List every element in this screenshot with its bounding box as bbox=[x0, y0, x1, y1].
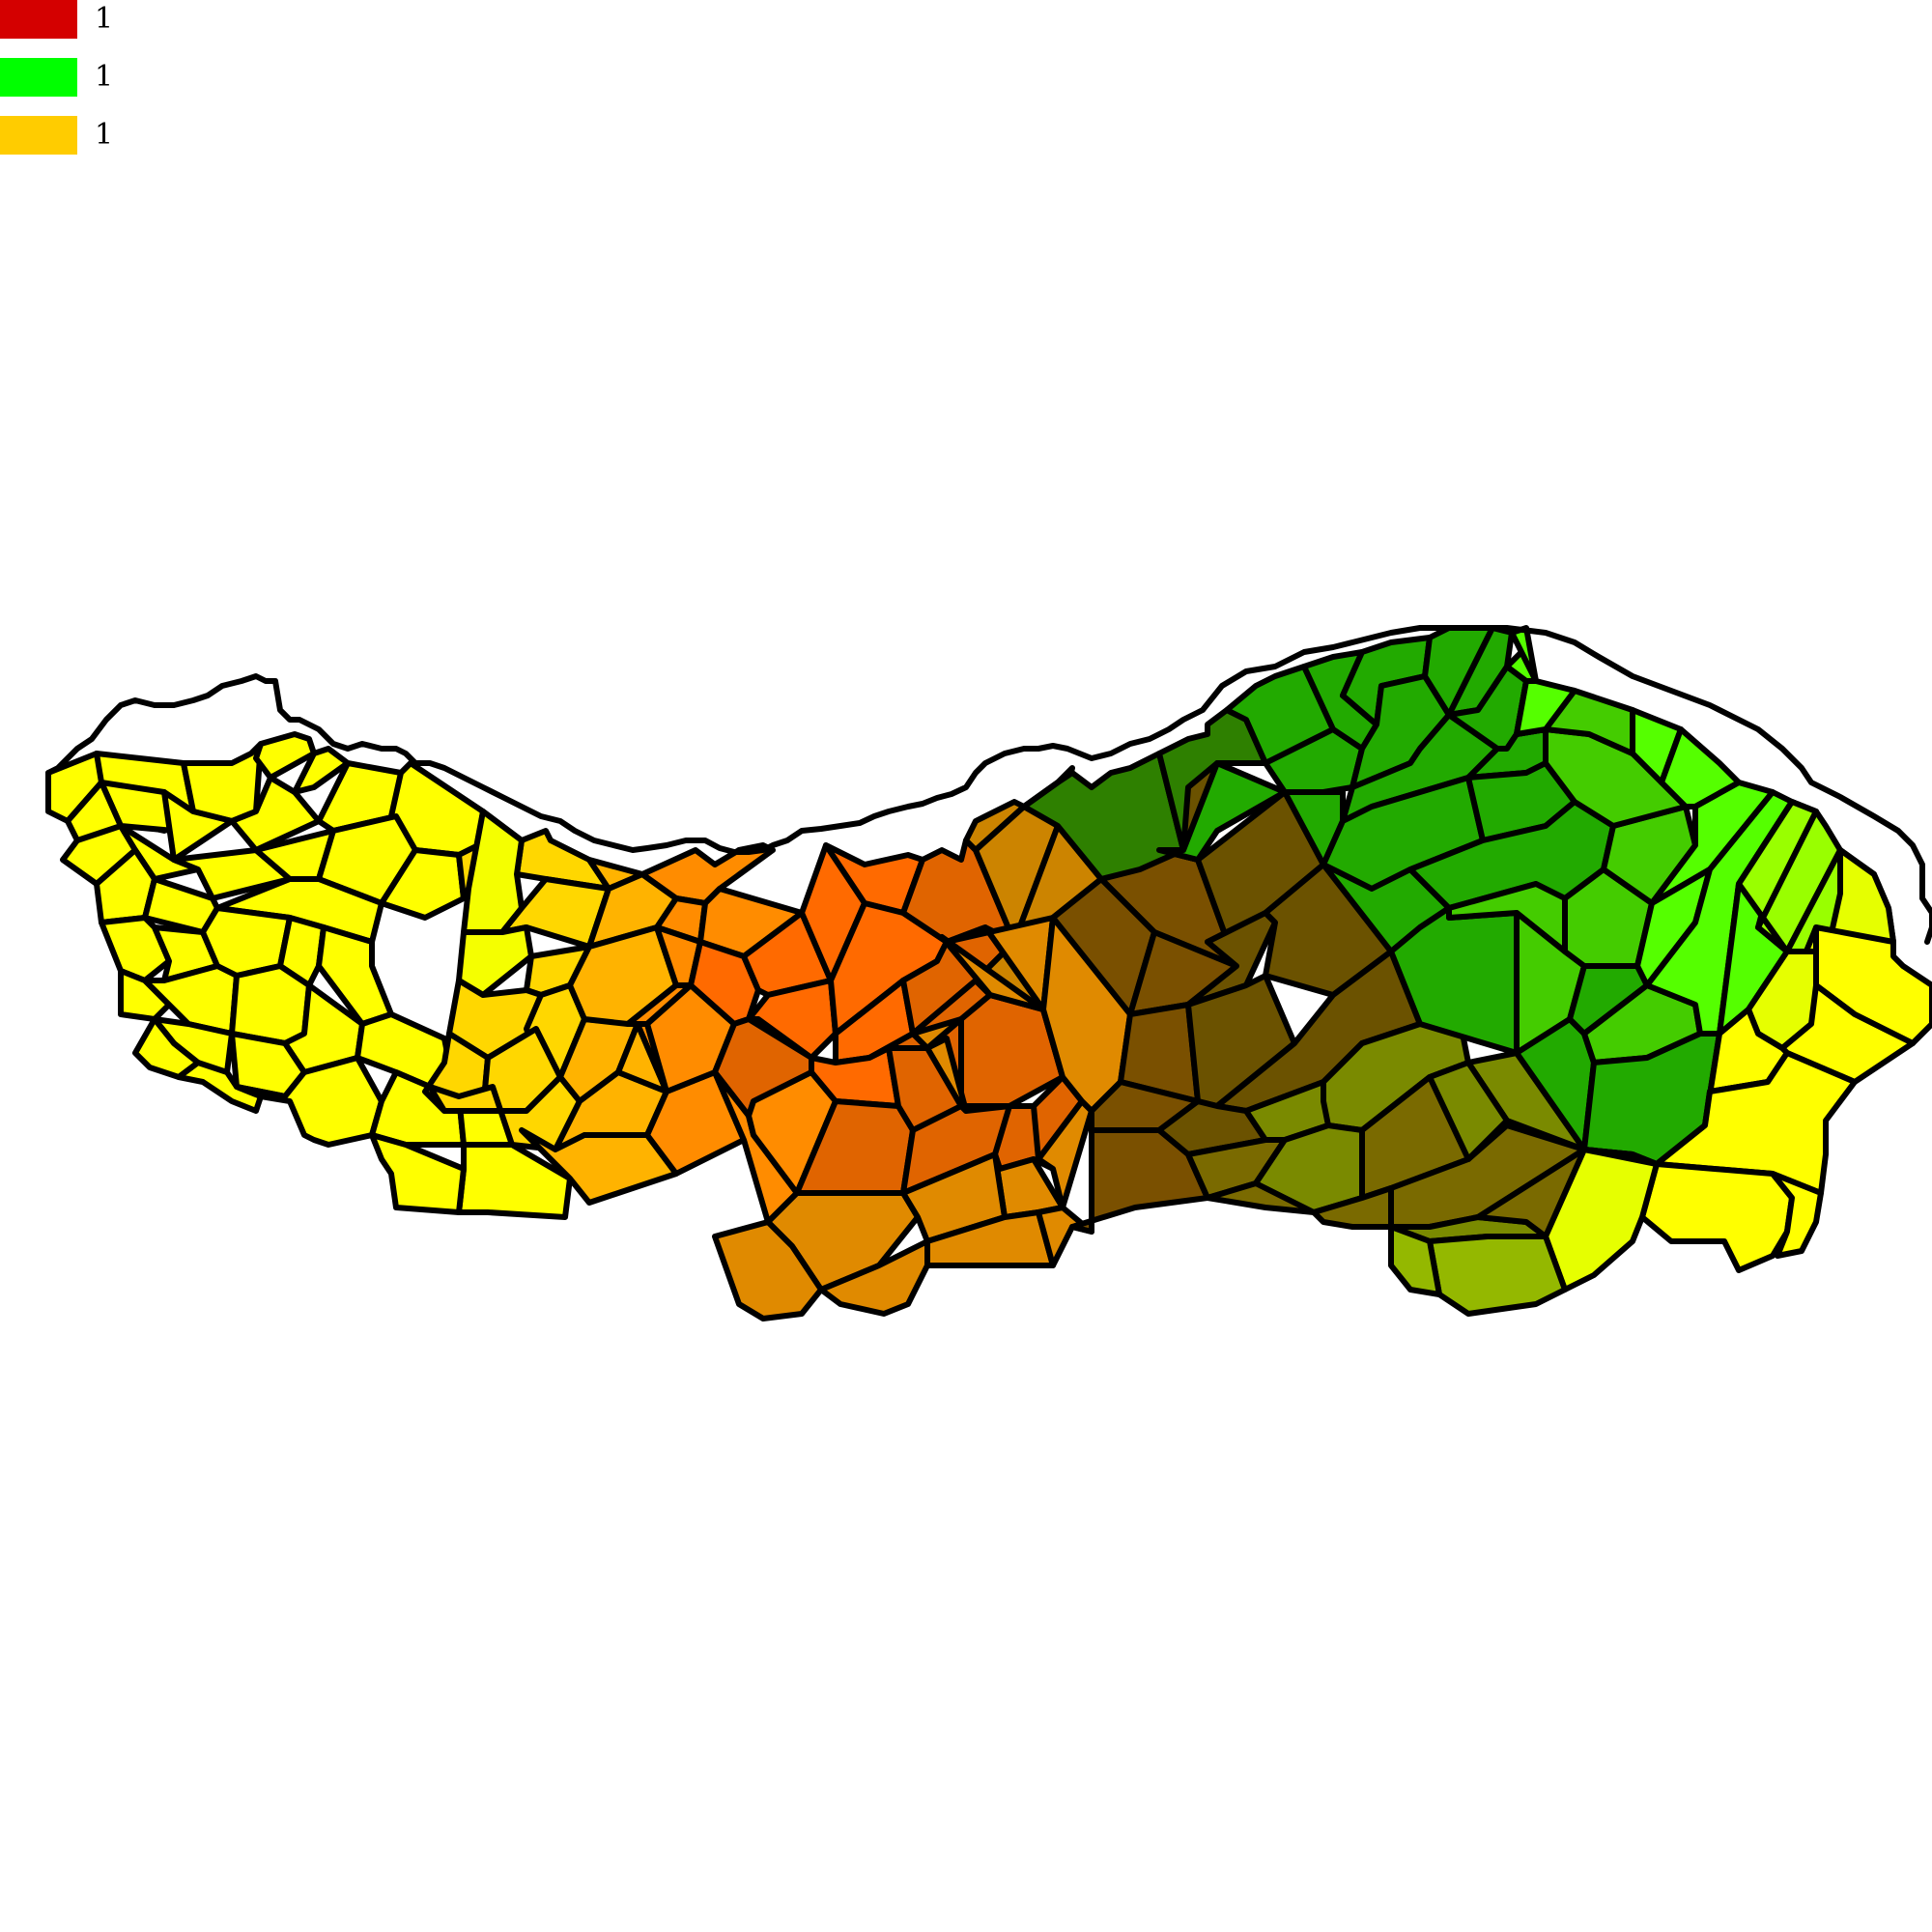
map-region[interactable] bbox=[171, 847, 293, 901]
map-region[interactable] bbox=[1514, 678, 1577, 737]
coastline bbox=[45, 625, 1932, 945]
map-region[interactable] bbox=[229, 963, 312, 1046]
map-region[interactable] bbox=[1156, 760, 1288, 863]
map-region[interactable] bbox=[1282, 789, 1346, 867]
map-region[interactable] bbox=[1427, 1234, 1568, 1317]
map-region[interactable] bbox=[234, 1055, 384, 1148]
map-region[interactable] bbox=[1601, 804, 1698, 906]
map-region[interactable] bbox=[1639, 1161, 1795, 1273]
map-region[interactable] bbox=[924, 1036, 969, 1114]
legend-swatch-red bbox=[0, 0, 77, 39]
map-region[interactable] bbox=[369, 1132, 467, 1215]
map-region[interactable] bbox=[1388, 1224, 1442, 1297]
map-region[interactable] bbox=[118, 823, 201, 882]
map-region[interactable] bbox=[277, 915, 327, 988]
map-region[interactable] bbox=[910, 1016, 964, 1051]
map-region[interactable] bbox=[1021, 751, 1186, 882]
legend-swatch-yellow bbox=[0, 116, 77, 155]
map-region[interactable] bbox=[379, 847, 467, 921]
map-region[interactable] bbox=[1770, 1171, 1824, 1259]
map-region[interactable] bbox=[712, 1219, 824, 1321]
legend-item-green: 1 bbox=[0, 58, 135, 100]
legend-label-green: 1 bbox=[95, 60, 114, 94]
legend-label-red: 1 bbox=[95, 2, 114, 36]
map-region[interactable] bbox=[939, 934, 1046, 1012]
map-region[interactable] bbox=[1427, 1060, 1510, 1162]
legend-item-red: 1 bbox=[0, 0, 135, 43]
legend-item-yellow: 1 bbox=[0, 116, 135, 158]
map-region[interactable] bbox=[1736, 799, 1819, 954]
map-region[interactable] bbox=[176, 1060, 264, 1114]
legend-swatch-green bbox=[0, 58, 77, 97]
map-region[interactable] bbox=[292, 746, 351, 795]
legend-label-yellow: 1 bbox=[95, 118, 114, 152]
map-region[interactable] bbox=[1581, 1147, 1660, 1167]
map-region[interactable] bbox=[519, 1127, 679, 1206]
map-region[interactable] bbox=[118, 968, 172, 1022]
